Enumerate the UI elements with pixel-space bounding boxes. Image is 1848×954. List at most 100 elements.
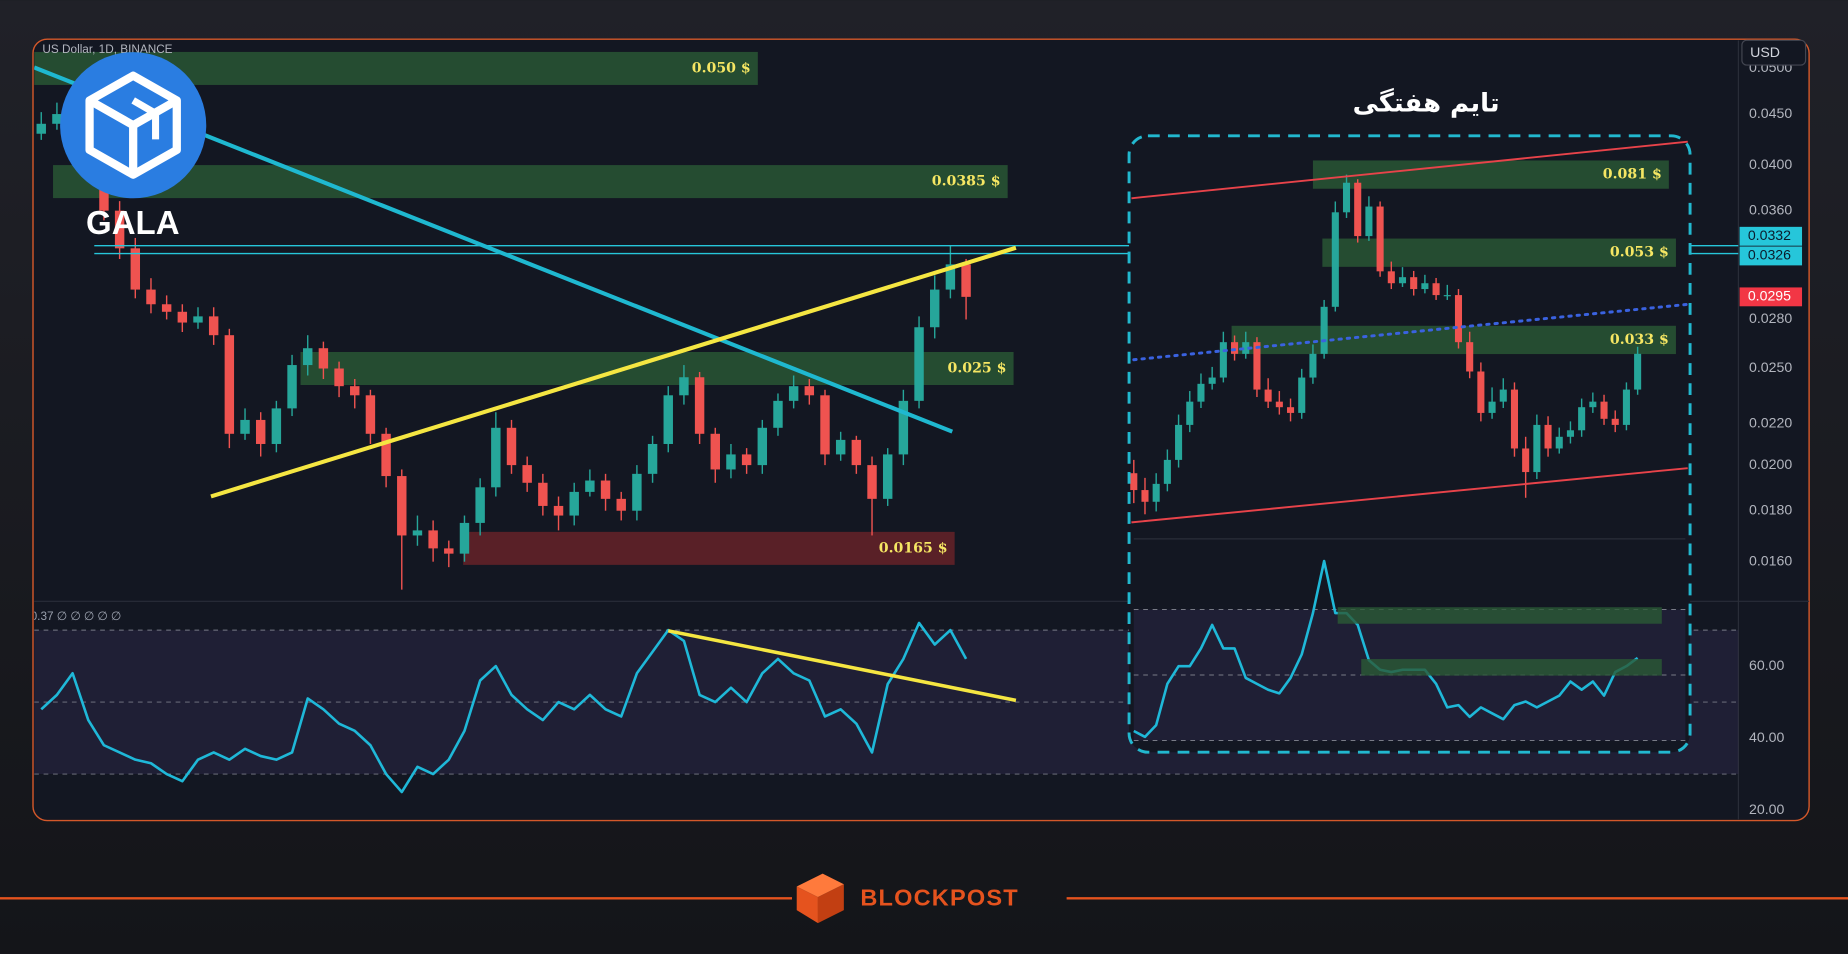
candle-body — [945, 264, 956, 290]
candle-body — [538, 482, 548, 506]
rsi-legend: 0.37 ∅ ∅ ∅ ∅ ∅ — [31, 610, 122, 623]
candle-body — [287, 365, 297, 409]
candle-body — [1410, 277, 1418, 290]
candle-body — [255, 419, 266, 444]
candle-body — [381, 433, 391, 477]
candle-body — [1298, 377, 1306, 413]
rsi-trendline — [667, 629, 1017, 703]
price-tag — [1739, 246, 1803, 266]
candle-body — [1499, 389, 1507, 402]
candle-body — [491, 427, 501, 488]
candle-body — [318, 348, 329, 369]
candle-body — [679, 377, 689, 396]
candle-body — [193, 316, 203, 323]
dotted-line — [1132, 302, 1690, 362]
y-tick-label: 0.0200 — [1749, 456, 1792, 472]
y-tick-label: 0.0250 — [1749, 359, 1792, 375]
y-tick-label: 0.0280 — [1749, 310, 1792, 326]
candle-body — [1208, 377, 1216, 384]
candle-body — [1253, 342, 1261, 390]
rsi-line — [40, 621, 968, 794]
y-tick-label: 0.0360 — [1749, 201, 1792, 217]
candle-body — [1466, 342, 1474, 372]
candle-body — [1398, 277, 1407, 284]
candle-body — [397, 476, 407, 536]
symbol-label: US Dollar, 1D, BINANCE — [42, 43, 172, 56]
candle-body — [1421, 283, 1429, 290]
logo: GALA — [60, 52, 207, 241]
candle-body — [851, 439, 862, 466]
candle-body — [1264, 389, 1272, 402]
candle-body — [804, 386, 815, 396]
candle-body — [647, 443, 658, 474]
candle-body — [459, 522, 470, 554]
candle-body — [365, 395, 376, 434]
candle-body — [600, 480, 611, 499]
candle-body — [208, 316, 219, 336]
price-tag-label: 0.0332 — [1748, 227, 1791, 243]
candle-body — [271, 408, 282, 444]
candle-body — [177, 311, 188, 323]
candle-body — [146, 289, 156, 305]
candle-body — [475, 487, 485, 523]
candle-body — [1533, 424, 1541, 473]
y-tick-label: 0.0160 — [1749, 552, 1792, 568]
candle-body — [1231, 342, 1239, 354]
candle-body — [36, 123, 46, 134]
price-zone — [1231, 325, 1676, 355]
candle-body — [1566, 430, 1574, 437]
inset-frame — [1127, 134, 1692, 754]
zone-label: 0.053 $ — [1610, 245, 1669, 261]
candle-body — [428, 530, 438, 549]
trendline — [210, 245, 1017, 499]
candle-body — [1342, 182, 1351, 213]
candle-body — [1589, 401, 1597, 408]
candle-body — [882, 454, 893, 499]
candle-body — [1622, 389, 1630, 425]
candle-body — [788, 386, 799, 401]
candle-body — [114, 210, 125, 249]
candle-body — [1477, 371, 1485, 413]
candle-body — [1197, 383, 1205, 402]
candle-body — [820, 395, 830, 455]
candle-body — [1443, 295, 1451, 297]
candle-body — [553, 505, 564, 516]
candle-body — [240, 419, 250, 434]
candle-body — [1555, 436, 1563, 449]
zone-label: 0.033 $ — [1610, 332, 1669, 348]
candle-body — [1152, 483, 1160, 502]
price-tag — [1739, 226, 1803, 246]
price-axis: 0.05000.04500.04000.03600.02800.02500.02… — [1739, 59, 1803, 817]
price-tag-label: 0.0326 — [1748, 247, 1791, 263]
candle-body — [1544, 424, 1552, 449]
candle-body — [1219, 342, 1227, 378]
y-tick-label: 60.00 — [1749, 657, 1784, 673]
candle-body — [632, 473, 642, 511]
candle-body — [1365, 206, 1373, 237]
candle-body — [663, 395, 673, 444]
brand-cube — [796, 873, 844, 898]
candle-body — [585, 480, 595, 492]
candle-body — [1354, 182, 1362, 237]
price-zone — [53, 165, 1008, 199]
candle-body — [1242, 342, 1250, 354]
candle-body — [1387, 271, 1395, 284]
price-zone — [463, 531, 955, 565]
y-tick-label: 0.0400 — [1749, 156, 1792, 172]
candle-body — [130, 248, 141, 290]
brand-cube — [817, 884, 844, 924]
currency-box — [1741, 39, 1807, 66]
candle-body — [1320, 306, 1328, 354]
candle-body — [1175, 424, 1183, 460]
rsi-zone — [1337, 607, 1662, 624]
candle-body — [1309, 353, 1317, 378]
candle-body — [161, 304, 172, 312]
candle-body — [1331, 212, 1339, 307]
candle-body — [224, 335, 235, 434]
candle-body — [1141, 490, 1149, 502]
zone-label: 0.050 $ — [692, 60, 751, 76]
candle-body — [444, 548, 454, 554]
weekly-drawings: تایم هفتگی — [1127, 87, 1692, 754]
y-tick-label: 0.0180 — [1749, 501, 1792, 517]
candle-body — [930, 289, 940, 328]
